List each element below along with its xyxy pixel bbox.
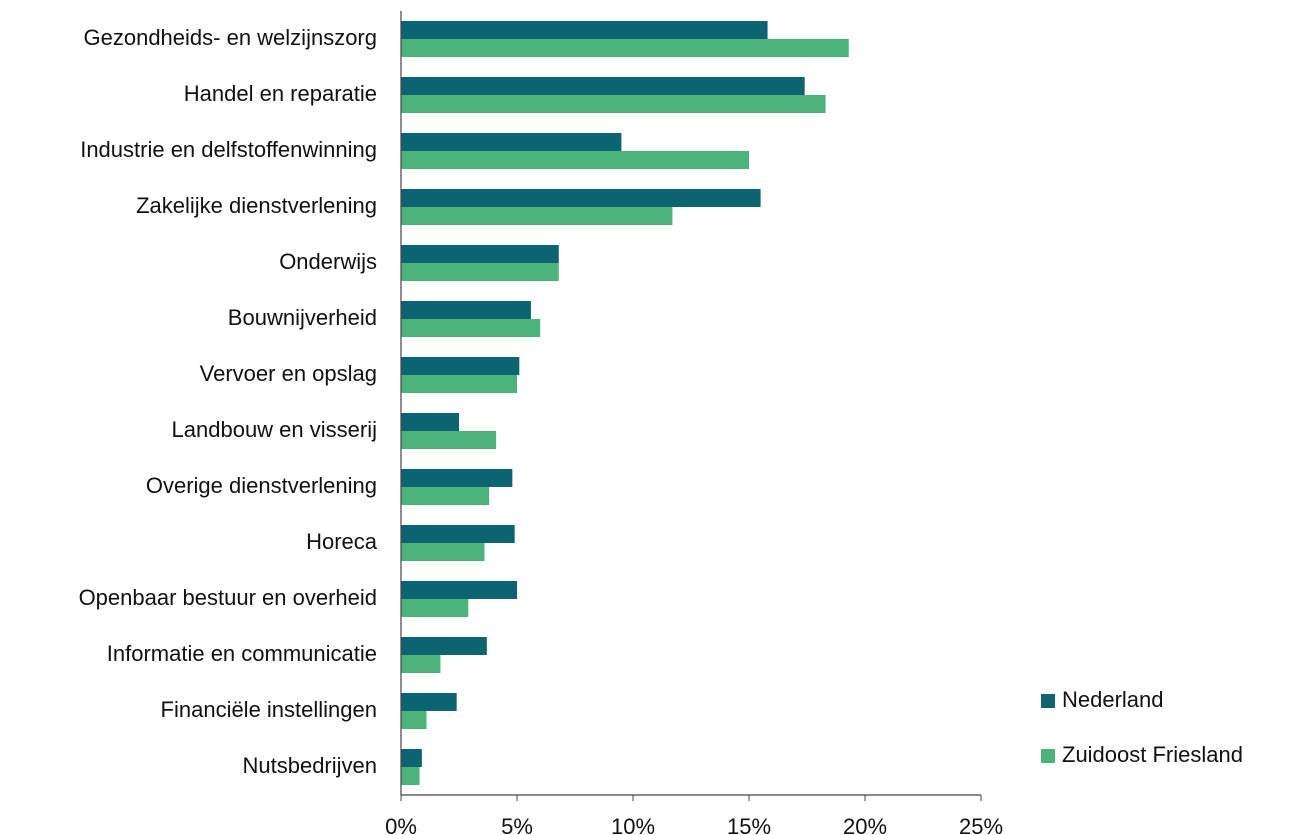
bar	[401, 711, 427, 729]
bar	[401, 95, 826, 113]
y-tick-label: Vervoer en opslag	[200, 361, 377, 386]
y-tick-label: Nutsbedrijven	[242, 753, 377, 778]
bar	[401, 21, 768, 39]
y-tick-label: Informatie en communicatie	[107, 641, 377, 666]
bar	[401, 375, 517, 393]
bar	[401, 655, 441, 673]
bar	[401, 319, 541, 337]
y-tick-label: Openbaar bestuur en overheid	[79, 585, 377, 610]
bar	[401, 301, 531, 319]
x-tick-label: 25%	[959, 814, 1003, 835]
y-tick-label: Zakelijke dienstverlening	[136, 193, 377, 218]
x-tick-label: 10%	[611, 814, 655, 835]
y-tick-label: Horeca	[306, 529, 378, 554]
bar	[401, 263, 559, 281]
bar	[401, 599, 469, 617]
bar	[401, 133, 622, 151]
bar	[401, 581, 517, 599]
x-tick-label: 5%	[501, 814, 533, 835]
bar	[401, 469, 513, 487]
bar	[401, 413, 459, 431]
y-tick-label: Gezondheids- en welzijnszorg	[84, 25, 378, 50]
bar	[401, 189, 761, 207]
bar	[401, 693, 457, 711]
bar	[401, 77, 805, 95]
bar	[401, 431, 497, 449]
legend-swatch	[1041, 694, 1055, 708]
y-tick-label: Overige dienstverlening	[146, 473, 377, 498]
bar	[401, 245, 559, 263]
legend-label: Zuidoost Friesland	[1062, 742, 1243, 767]
y-tick-label: Onderwijs	[279, 249, 377, 274]
bar	[401, 207, 673, 225]
y-tick-label: Bouwnijverheid	[228, 305, 377, 330]
y-tick-label: Industrie en delfstoffenwinning	[80, 137, 377, 162]
x-tick-label: 15%	[727, 814, 771, 835]
bar	[401, 357, 520, 375]
x-tick-label: 0%	[385, 814, 417, 835]
y-tick-label: Financiële instellingen	[161, 697, 377, 722]
legend-swatch	[1041, 749, 1055, 763]
bar	[401, 39, 849, 57]
bar	[401, 487, 490, 505]
bar	[401, 637, 487, 655]
y-tick-label: Handel en reparatie	[184, 81, 377, 106]
legend-label: Nederland	[1062, 687, 1164, 712]
bar	[401, 525, 515, 543]
bar	[401, 151, 749, 169]
x-tick-label: 20%	[843, 814, 887, 835]
y-tick-label: Landbouw en visserij	[172, 417, 377, 442]
bar	[401, 767, 420, 785]
bar	[401, 749, 422, 767]
bar	[401, 543, 485, 561]
